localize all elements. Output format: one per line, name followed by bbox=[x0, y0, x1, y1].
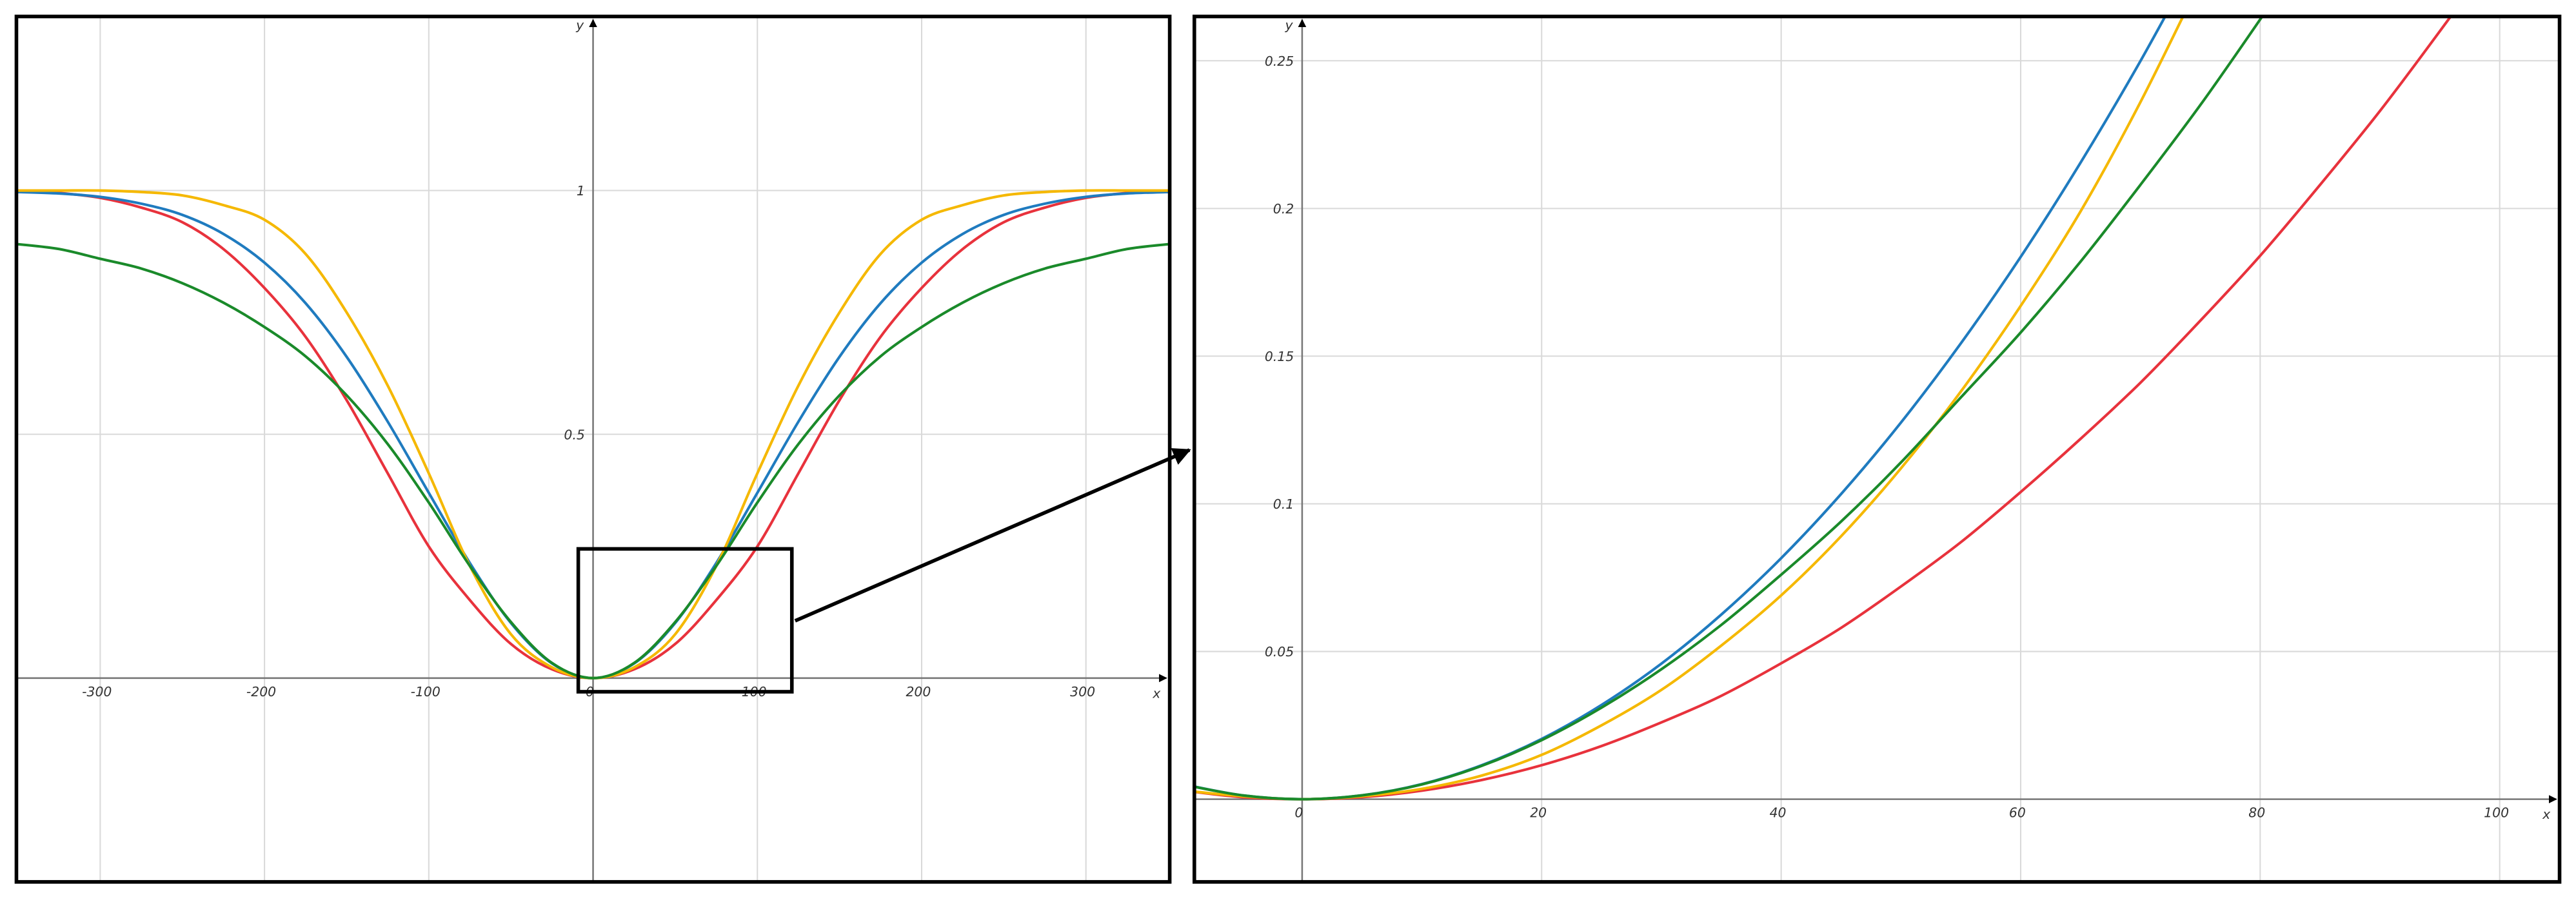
panel-frame bbox=[1193, 14, 2562, 884]
x-tick-label: 200 bbox=[906, 684, 931, 699]
x-axis-label: x bbox=[1152, 685, 1161, 701]
x-axis-label: x bbox=[2542, 807, 2551, 822]
plot-area bbox=[1194, 16, 2560, 882]
y-tick-label: 0.15 bbox=[1265, 349, 1294, 364]
x-tick-label: -200 bbox=[246, 684, 276, 699]
zoom-arrow bbox=[794, 448, 1191, 623]
charts: x y -300 -200 -100 0 100 200 300 0.5 1 x y 0 20 40 60 80 1… bbox=[14, 14, 2562, 884]
y-tick-label: 0.25 bbox=[1265, 54, 1294, 69]
zoom-box bbox=[576, 547, 794, 694]
x-tick-label: -100 bbox=[411, 684, 441, 699]
series-line bbox=[1194, 16, 2453, 801]
x-tick-label: 100 bbox=[2484, 805, 2509, 821]
series-line bbox=[1194, 16, 2264, 801]
y-tick-label: 0.2 bbox=[1273, 201, 1294, 217]
x-tick-label: 80 bbox=[2248, 805, 2265, 821]
x-tick-label: 300 bbox=[1070, 684, 1095, 699]
x-tick-label: 0 bbox=[1294, 805, 1303, 821]
series-line bbox=[1194, 16, 2185, 801]
y-tick-label: 0.1 bbox=[1273, 496, 1294, 512]
y-axis-label: y bbox=[1285, 17, 1294, 33]
chart-panel: x y 0 20 40 60 80 100 0.05 0.1 0.15 0.2 0.25 bbox=[1193, 14, 2562, 884]
series-line bbox=[1194, 16, 2167, 801]
series-line bbox=[17, 242, 1169, 680]
panel-frame bbox=[14, 14, 1172, 884]
y-tick-label: 1 bbox=[577, 183, 585, 199]
x-tick-label: 20 bbox=[1530, 805, 1547, 821]
x-tick-label: 40 bbox=[1770, 805, 1787, 821]
y-axis-label: y bbox=[575, 17, 584, 33]
y-tick-label: 0.5 bbox=[564, 427, 584, 442]
x-tick-label: 60 bbox=[2009, 805, 2026, 821]
plot-area bbox=[16, 16, 1170, 882]
x-tick-label: -300 bbox=[82, 684, 112, 699]
y-tick-label: 0.05 bbox=[1265, 644, 1294, 660]
